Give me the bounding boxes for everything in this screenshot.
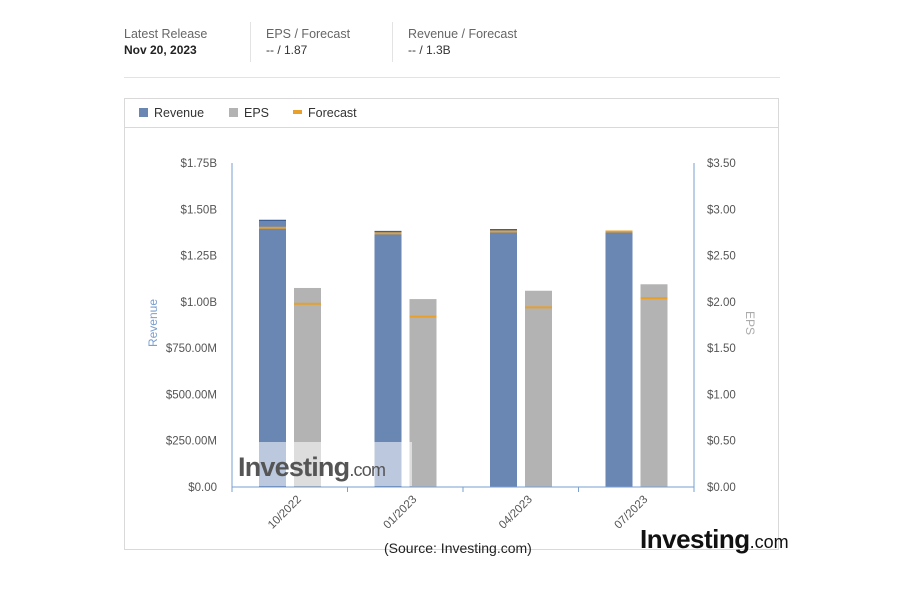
earnings-chart-panel: Revenue EPS Forecast <box>124 98 779 550</box>
left-tick-label: $1.00B <box>181 297 218 309</box>
legend-forecast-label: Forecast <box>308 106 357 120</box>
left-tick-label: $1.25B <box>181 251 218 263</box>
right-tick-label: $2.00 <box>707 297 736 309</box>
divider <box>392 22 393 62</box>
eps-bar <box>409 299 437 487</box>
legend-forecast[interactable]: Forecast <box>293 106 357 120</box>
revenue-bar <box>605 231 633 487</box>
right-tick-label: $1.00 <box>707 389 736 401</box>
eps-forecast-value: -- / 1.87 <box>266 43 308 57</box>
source-caption: (Source: Investing.com) <box>384 540 532 556</box>
revenue-forecast-label: Revenue / Forecast <box>408 27 518 41</box>
legend-eps-swatch <box>229 108 238 117</box>
right-tick-label: $2.50 <box>707 251 736 263</box>
eps-forecast: EPS / Forecast -- / 1.87 <box>266 27 350 63</box>
left-tick-label: $500.00M <box>166 389 217 401</box>
right-axis-title: EPS <box>743 311 757 335</box>
eps-bar <box>640 284 668 487</box>
right-tick-label: $0.00 <box>707 482 736 494</box>
earnings-summary: Latest Release Nov 20, 2023 EPS / Foreca… <box>124 22 780 77</box>
revenue-forecast-value: -- / 1.3B <box>408 43 451 57</box>
revenue-forecast: Revenue / Forecast -- / 1.3B <box>408 27 517 63</box>
divider <box>250 22 251 62</box>
left-axis-title: Revenue <box>146 299 160 347</box>
right-tick-label: $3.50 <box>707 158 736 170</box>
watermark-brand: Investing.com <box>238 452 385 482</box>
chart-legend: Revenue EPS Forecast <box>125 99 778 128</box>
x-tick-label: 04/2023 <box>497 494 535 532</box>
summary-divider <box>124 77 780 78</box>
x-axis-ticks: 10/2022 01/2023 04/2023 07/2023 <box>231 487 695 532</box>
x-tick-label: 10/2022 <box>266 494 304 532</box>
legend-eps[interactable]: EPS <box>229 106 269 120</box>
right-tick-label: $0.50 <box>707 436 736 448</box>
eps-forecast-label: EPS / Forecast <box>266 27 351 41</box>
latest-release-label: Latest Release <box>124 27 208 41</box>
eps-bar <box>525 290 552 487</box>
right-axis-ticks: $0.00 $0.50 $1.00 $1.50 $2.00 $2.50 $3.00 $3.50 <box>707 158 736 494</box>
legend-revenue[interactable]: Revenue <box>139 106 204 120</box>
left-tick-label: $0.00 <box>188 482 217 494</box>
legend-revenue-label: Revenue <box>154 106 205 120</box>
revenue-bar <box>490 229 517 487</box>
left-tick-label: $750.00M <box>166 343 217 355</box>
legend-revenue-swatch <box>139 108 148 117</box>
right-tick-label: $3.00 <box>707 204 736 216</box>
investing-logo: Investing.com <box>640 524 789 554</box>
left-axis-ticks: $0.00 $250.00M $500.00M $750.00M $1.00B $1.25… <box>166 158 217 494</box>
left-tick-label: $250.00M <box>166 436 217 448</box>
investing-watermark: Investing.com <box>232 442 412 486</box>
left-tick-label: $1.75B <box>181 158 218 170</box>
x-tick-label: 01/2023 <box>381 494 419 532</box>
legend-eps-label: EPS <box>244 106 270 120</box>
legend-forecast-swatch <box>293 110 302 114</box>
right-tick-label: $1.50 <box>707 343 736 355</box>
latest-release: Latest Release Nov 20, 2023 <box>124 27 207 63</box>
watermark-backdrop <box>232 442 412 486</box>
left-tick-label: $1.50B <box>181 204 218 216</box>
latest-release-value: Nov 20, 2023 <box>124 43 197 57</box>
